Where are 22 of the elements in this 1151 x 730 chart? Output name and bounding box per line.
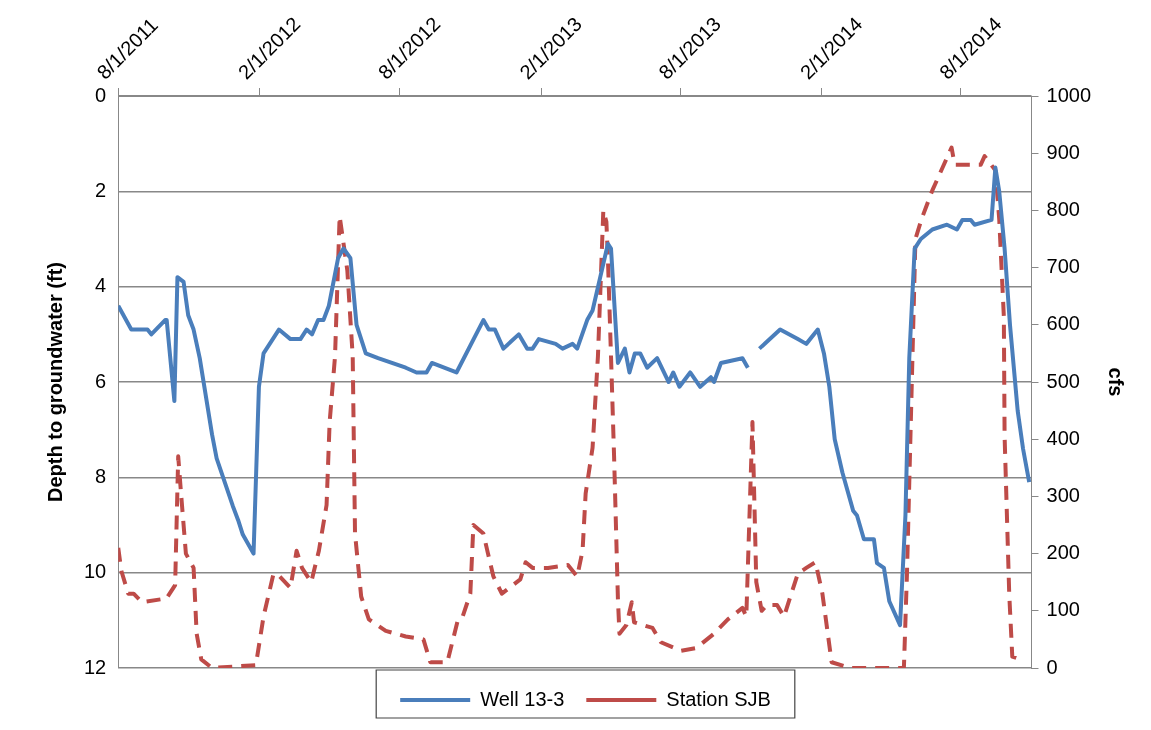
y-tick-label: 0 [95,83,107,106]
y2-tick-label: 300 [1046,483,1080,506]
legend-label: Well 13-3 [480,687,565,710]
y-axis-title: Depth to groundwater (ft) [43,262,66,502]
y-tick-label: 10 [84,560,107,583]
y2-tick-label: 500 [1046,369,1080,392]
y2-tick-label: 900 [1046,140,1080,163]
legend-label: Station SJB [666,687,771,710]
y2-tick-label: 200 [1046,541,1080,564]
y2-tick-label: 0 [1046,655,1058,678]
y-tick-label: 6 [95,369,107,392]
y2-tick-label: 800 [1046,197,1080,220]
y-tick-label: 12 [84,655,107,678]
y-tick-label: 4 [95,274,107,297]
y-tick-label: 2 [95,178,107,201]
y2-tick-label: 700 [1046,255,1080,278]
y2-tick-label: 600 [1046,312,1080,335]
y2-tick-label: 400 [1046,426,1080,449]
y2-tick-label: 1000 [1046,83,1092,106]
y2-tick-label: 100 [1046,598,1080,621]
y-tick-label: 8 [95,464,107,487]
y2-axis-title: cfs [1105,367,1128,397]
